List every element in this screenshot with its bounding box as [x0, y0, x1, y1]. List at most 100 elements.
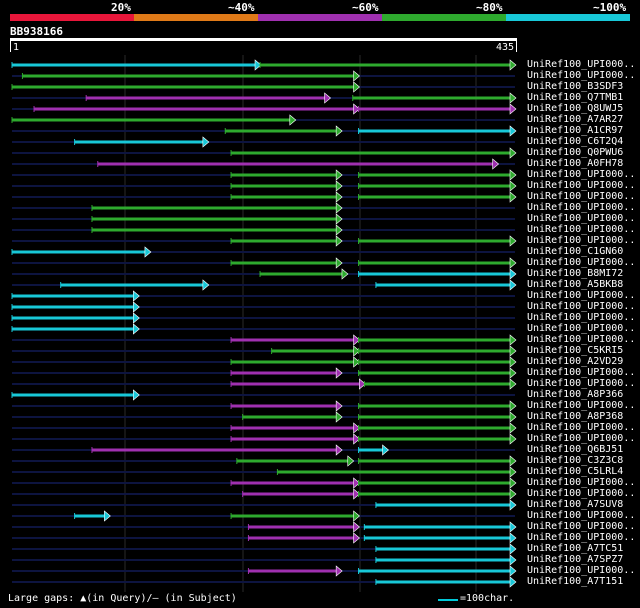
hit-label[interactable]: UniRef100_UPI000..	[527, 312, 636, 323]
segment-arrow-head	[133, 389, 140, 401]
legend-stripe	[134, 14, 258, 21]
hit-label[interactable]: UniRef100_A7SPZ7	[527, 554, 624, 565]
hit-label[interactable]: UniRef100_A1CR97	[527, 125, 624, 136]
segment-arrow-head	[254, 59, 262, 71]
hit-label[interactable]: UniRef100_UPI000..	[527, 565, 636, 576]
ruler-start-tick	[10, 41, 11, 52]
hit-label[interactable]: UniRef100_UPI000..	[527, 367, 636, 378]
legend-stripe	[506, 14, 630, 21]
segment-arrow-head	[202, 279, 210, 291]
hit-label[interactable]: UniRef100_UPI000..	[527, 191, 636, 202]
segment-arrow-head	[509, 521, 517, 533]
segment-arrow-head	[509, 125, 517, 137]
segment-arrow-head	[509, 235, 517, 247]
hit-label[interactable]: UniRef100_C5LRL4	[527, 466, 624, 477]
hit-label[interactable]: UniRef100_B8MI72	[527, 268, 624, 279]
hit-label[interactable]: UniRef100_A7TC51	[527, 543, 624, 554]
segment-arrow-head	[353, 532, 361, 544]
hit-label[interactable]: UniRef100_A8P366	[527, 389, 624, 400]
segment-arrow-head	[335, 125, 343, 137]
hit-label[interactable]: UniRef100_UPI000..	[527, 59, 636, 70]
segment-arrow-head	[509, 411, 517, 423]
segment-arrow-head	[335, 257, 343, 269]
hit-label[interactable]: UniRef100_UPI000..	[527, 290, 636, 301]
hit-label[interactable]: UniRef100_A2VD29	[527, 356, 624, 367]
hit-label[interactable]: UniRef100_Q8UWJ5	[527, 103, 624, 114]
hit-label[interactable]: UniRef100_B3SDF3	[527, 81, 624, 92]
segment-arrow-head	[509, 576, 517, 588]
segment-arrow-head	[509, 532, 517, 544]
segment-arrow-head	[353, 510, 361, 522]
hit-label[interactable]: UniRef100_UPI000..	[527, 532, 636, 543]
ruler-end-label: 435	[496, 42, 515, 53]
segment-arrow-head	[509, 356, 517, 368]
hit-label[interactable]: UniRef100_UPI000..	[527, 224, 636, 235]
hit-label[interactable]: UniRef100_UPI000..	[527, 70, 636, 81]
hit-label[interactable]: UniRef100_A8P368	[527, 411, 624, 422]
segment-arrow-head	[509, 147, 517, 159]
hit-label[interactable]: UniRef100_C3Z3C8	[527, 455, 624, 466]
hit-label[interactable]: UniRef100_Q7TMB1	[527, 92, 624, 103]
hit-label[interactable]: UniRef100_C1GN60	[527, 246, 624, 257]
segment-arrow-head	[509, 433, 517, 445]
hit-label[interactable]: UniRef100_UPI000..	[527, 521, 636, 532]
segment-arrow-head	[509, 268, 517, 280]
segment-arrow-head	[509, 103, 517, 115]
hit-label[interactable]: UniRef100_UPI000..	[527, 257, 636, 268]
hit-label[interactable]: UniRef100_UPI000..	[527, 488, 636, 499]
segment-arrow-head	[202, 136, 210, 148]
hit-label[interactable]: UniRef100_UPI000..	[527, 235, 636, 246]
hit-label[interactable]: UniRef100_UPI000..	[527, 422, 636, 433]
hit-label[interactable]: UniRef100_UPI000..	[527, 378, 636, 389]
segment-arrow-head	[324, 92, 332, 104]
hit-label[interactable]: UniRef100_C6T2Q4	[527, 136, 624, 147]
legend-percent-label: 20%	[111, 1, 131, 14]
segment-arrow-head	[492, 158, 500, 170]
segment-arrow-head	[509, 334, 517, 346]
hit-label[interactable]: UniRef100_Q6BJ51	[527, 444, 624, 455]
hit-label[interactable]: UniRef100_A7SUV8	[527, 499, 624, 510]
hit-label[interactable]: UniRef100_UPI000..	[527, 334, 636, 345]
segment-arrow-head	[509, 59, 517, 71]
segment-arrow-head	[509, 191, 517, 203]
hit-label[interactable]: UniRef100_C5KRI5	[527, 345, 624, 356]
segment-arrow-head	[353, 103, 361, 115]
segment-arrow-head	[353, 70, 361, 82]
hit-label[interactable]: UniRef100_A7T151	[527, 576, 624, 587]
legend-stripe	[258, 14, 382, 21]
hit-label[interactable]: UniRef100_A7AR27	[527, 114, 624, 125]
legend-percent-label: ~100%	[593, 1, 627, 14]
hit-label[interactable]: UniRef100_A5BKB8	[527, 279, 624, 290]
hit-label[interactable]: UniRef100_UPI000..	[527, 180, 636, 191]
segment-arrow-head	[133, 290, 140, 302]
segment-arrow-head	[353, 334, 361, 346]
segment-arrow-head	[335, 411, 343, 423]
segment-arrow-head	[133, 323, 140, 335]
hit-label[interactable]: UniRef100_UPI000..	[527, 433, 636, 444]
segment-arrow-head	[335, 224, 343, 236]
query-name: BB938166	[10, 25, 63, 38]
hit-label[interactable]: UniRef100_UPI000..	[527, 323, 636, 334]
segment-arrow-head	[104, 510, 111, 522]
segment-arrow-head	[382, 444, 389, 456]
segment-arrow-head	[509, 279, 517, 291]
segment-arrow-head	[509, 422, 517, 434]
segment-arrow-head	[335, 169, 343, 181]
hit-label[interactable]: UniRef100_UPI000..	[527, 169, 636, 180]
segment-arrow-head	[509, 455, 517, 467]
hit-label[interactable]: UniRef100_A0FH78	[527, 158, 624, 169]
segment-arrow-head	[359, 378, 366, 390]
hit-label[interactable]: UniRef100_UPI000..	[527, 202, 636, 213]
ruler-start-label: 1	[13, 42, 20, 53]
hit-label[interactable]: UniRef100_UPI000..	[527, 213, 636, 224]
segment-arrow-head	[335, 444, 343, 456]
hit-label[interactable]: UniRef100_UPI000..	[527, 400, 636, 411]
segment-arrow-head	[509, 543, 517, 555]
hit-label[interactable]: UniRef100_Q0PWU6	[527, 147, 624, 158]
legend-percent-label: ~40%	[228, 1, 255, 14]
segment-arrow-head	[133, 312, 140, 324]
hit-label[interactable]: UniRef100_UPI000..	[527, 301, 636, 312]
hit-label[interactable]: UniRef100_UPI000..	[527, 510, 636, 521]
hit-label[interactable]: UniRef100_UPI000..	[527, 477, 636, 488]
